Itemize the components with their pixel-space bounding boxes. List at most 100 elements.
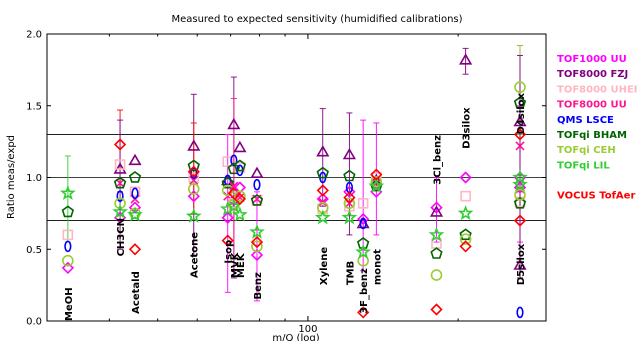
compound-label: MVK xyxy=(230,251,241,278)
data-point xyxy=(114,197,126,210)
data-point xyxy=(61,261,75,275)
data-point xyxy=(316,184,329,197)
x-tick-label: 100 xyxy=(298,324,317,335)
data-point xyxy=(253,178,261,191)
data-point xyxy=(233,192,247,206)
data-point xyxy=(221,211,234,224)
data-point xyxy=(233,181,247,194)
data-point xyxy=(113,176,127,189)
data-point-stroke xyxy=(229,181,239,191)
y-tick-label: 0.0 xyxy=(26,317,42,328)
data-point xyxy=(127,206,143,222)
data-point xyxy=(357,198,369,209)
compound-label: MeOH xyxy=(64,287,75,321)
data-point xyxy=(128,243,142,256)
compound-label: Benz xyxy=(253,272,264,300)
legend-item: TOF8000 FZJ xyxy=(557,69,628,80)
compound-label: TMB xyxy=(345,261,356,285)
data-point xyxy=(250,194,264,206)
data-point xyxy=(314,209,331,225)
data-point xyxy=(512,169,528,185)
legend-item: TOFqi LIL xyxy=(557,160,610,171)
y-tick-label: 1.5 xyxy=(26,101,42,112)
data-point xyxy=(113,138,127,151)
legend-item: QMS LSCE xyxy=(557,115,614,126)
data-point xyxy=(59,185,76,200)
data-point xyxy=(343,191,356,204)
data-point xyxy=(128,201,142,214)
data-point xyxy=(514,81,526,93)
data-point xyxy=(249,223,265,239)
legend: TOF1000 UU TOF8000 FZJ TOF8000 UHEI TOF8000… xyxy=(557,54,638,202)
data-point xyxy=(250,235,264,249)
data-point xyxy=(187,139,201,151)
data-point xyxy=(342,147,356,160)
data-point xyxy=(131,187,139,200)
data-point-stroke xyxy=(515,141,525,151)
compound-label: 3Cl_benz xyxy=(432,135,443,185)
compound-label: D3silox xyxy=(462,107,473,149)
data-point xyxy=(232,206,248,222)
data-point xyxy=(233,140,247,153)
compound-label: Isop xyxy=(224,240,235,264)
chart-title: Measured to expected sensitivity (humidi… xyxy=(171,14,462,25)
legend-item: TOFqi BHAM xyxy=(557,130,627,141)
data-point xyxy=(316,166,329,179)
data-point xyxy=(61,205,75,218)
data-point xyxy=(370,168,383,181)
y-tick-label: 2.0 xyxy=(26,30,42,41)
data-point xyxy=(513,114,527,127)
data-point xyxy=(513,258,527,270)
data-point xyxy=(62,254,74,267)
data-point xyxy=(341,209,358,225)
data-point xyxy=(189,175,199,185)
data-point-stroke xyxy=(189,175,199,185)
data-point xyxy=(343,185,356,198)
data-point xyxy=(225,197,242,214)
legend-item: TOF1000 UU xyxy=(557,54,627,65)
data-point xyxy=(230,154,238,167)
data-point xyxy=(227,117,241,130)
data-point xyxy=(128,171,142,183)
data-point xyxy=(188,172,200,183)
legend-item: VOCUS TofAer xyxy=(557,191,635,202)
compound-label: D4silox xyxy=(516,93,527,135)
compound-label: D5silox xyxy=(516,243,527,285)
data-point xyxy=(222,156,234,168)
data-point xyxy=(359,217,367,230)
data-point xyxy=(316,145,330,157)
data-point xyxy=(221,176,234,189)
data-point xyxy=(428,226,445,242)
compound-label: 3F_benz xyxy=(359,268,370,314)
data-point xyxy=(114,159,126,170)
data-point xyxy=(357,212,370,226)
data-point xyxy=(187,159,200,172)
data-point xyxy=(234,190,246,202)
data-point xyxy=(368,177,385,193)
data-point xyxy=(460,190,471,202)
data-point xyxy=(459,240,472,253)
data-point xyxy=(116,190,124,202)
data-point xyxy=(459,228,472,241)
data-point xyxy=(250,166,264,178)
compound-label: Xylene xyxy=(319,247,330,286)
data-point xyxy=(187,165,200,178)
legend-item: TOF8000 UHEI xyxy=(557,84,638,95)
data-point xyxy=(187,190,200,203)
data-point xyxy=(513,214,527,227)
data-point xyxy=(250,248,264,262)
data-point xyxy=(221,234,234,247)
data-point xyxy=(251,240,263,253)
plot-area: 0.0 0.5 1.0 1.5 2.0 100 MeOH CH3CN Acetald Aceton… xyxy=(26,30,547,335)
data-point xyxy=(343,197,356,210)
compound-label: Acetone xyxy=(190,232,201,278)
data-point xyxy=(357,306,370,319)
data-point xyxy=(62,229,74,241)
compound-label: CH3CN xyxy=(116,218,127,256)
x-axis-label: m/Q (log) xyxy=(272,333,319,341)
data-point xyxy=(129,186,141,198)
data-point xyxy=(370,176,383,188)
data-point xyxy=(357,254,369,267)
data-point xyxy=(233,159,247,172)
